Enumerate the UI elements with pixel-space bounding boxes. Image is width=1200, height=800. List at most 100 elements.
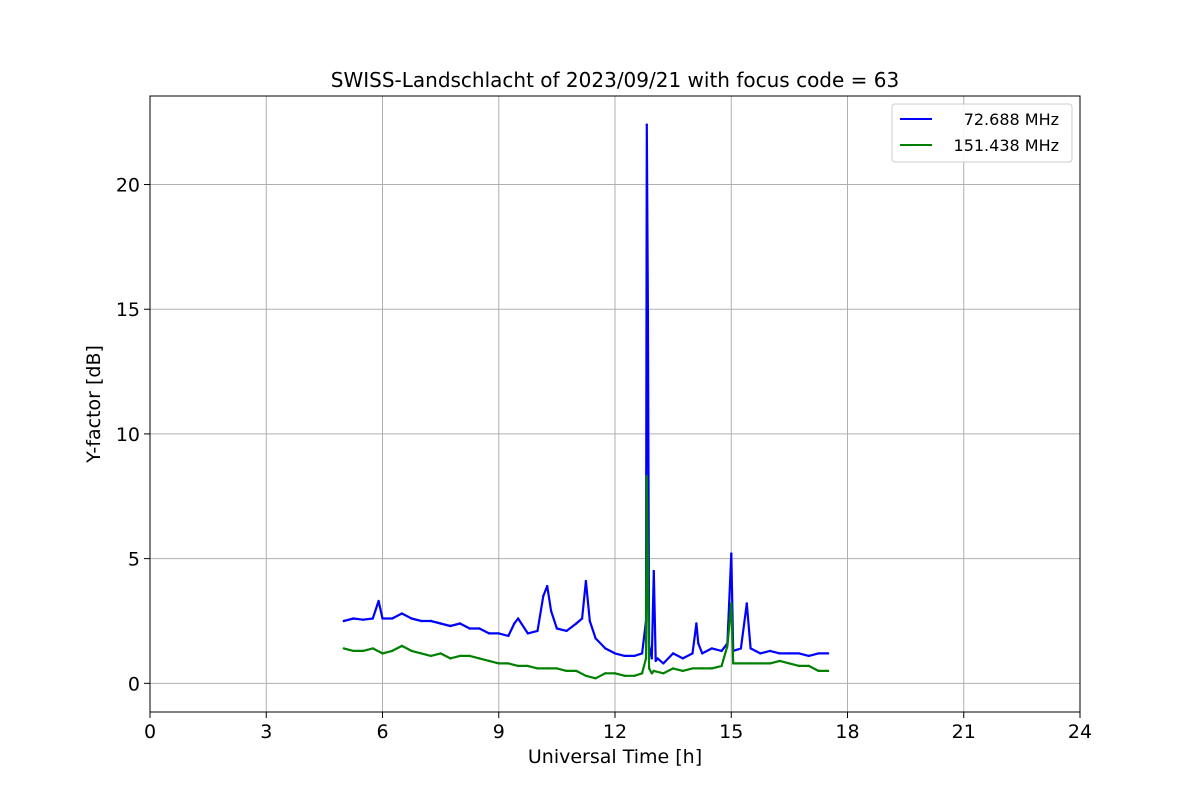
data-point [788, 652, 791, 655]
data-point [720, 649, 723, 653]
data-point [580, 617, 584, 620]
data-point [701, 667, 704, 670]
data-point [646, 308, 650, 311]
legend: 72.688 MHz 151.438 MHz [891, 103, 1073, 163]
legend-label: 151.438 MHz [954, 136, 1059, 155]
y-tick-label: 15 [116, 299, 140, 321]
x-tick-label: 21 [952, 721, 976, 743]
data-point [420, 652, 423, 655]
data-point [644, 657, 648, 660]
x-tick-label: 12 [603, 721, 627, 743]
y-tick-label: 10 [116, 424, 140, 446]
data-point [650, 672, 653, 675]
data-point [691, 667, 694, 670]
data-point [681, 657, 684, 660]
data-point [429, 654, 433, 658]
data-point [342, 647, 345, 650]
x-axis-title: Universal Time [h] [528, 746, 702, 768]
data-point [371, 617, 374, 620]
data-point [662, 672, 665, 675]
data-point [768, 649, 772, 653]
data-point [797, 664, 801, 668]
data-point [645, 123, 648, 126]
data-point [381, 652, 384, 655]
data-point [645, 475, 648, 478]
data-point [584, 674, 588, 677]
data-point [513, 622, 516, 625]
data-point [745, 602, 748, 605]
data-point [604, 672, 607, 675]
data-point [555, 627, 559, 630]
data-point [604, 647, 607, 650]
data-point [797, 652, 801, 655]
data-point [623, 674, 626, 677]
data-point [439, 652, 442, 655]
data-point [613, 652, 617, 655]
data-point [371, 647, 374, 650]
data-point [449, 657, 452, 660]
data-point [826, 652, 830, 655]
data-point [671, 652, 675, 655]
data-point [468, 627, 471, 630]
data-point [633, 674, 636, 677]
data-point [739, 647, 743, 650]
data-point [730, 602, 733, 605]
data-point [652, 669, 655, 673]
data-point [391, 649, 394, 653]
data-point [671, 667, 675, 670]
y-axis-title: Y-factor [dB] [83, 345, 105, 464]
data-point [594, 637, 597, 640]
data-point [613, 672, 617, 675]
data-point [377, 599, 380, 603]
data-point [623, 654, 626, 658]
data-point [730, 552, 733, 555]
data-point [701, 652, 704, 655]
data-point [759, 662, 762, 665]
data-point [342, 619, 345, 623]
data-point [654, 659, 657, 663]
data-point [817, 669, 820, 673]
data-point [497, 662, 500, 665]
data-point [542, 594, 545, 598]
data-point [526, 664, 529, 668]
data-point [497, 632, 500, 635]
data-point [352, 649, 355, 653]
y-tick-label: 0 [128, 673, 140, 695]
ticks: 0 3 6 9 12 15 18 21 24 0 5 10 15 20 [116, 175, 1092, 743]
data-point [720, 664, 723, 668]
data-point [656, 657, 659, 660]
data-point [575, 669, 578, 673]
data-point [449, 624, 452, 628]
data-point [478, 627, 481, 630]
data-point [739, 662, 743, 665]
data-point [650, 657, 653, 660]
data-point [778, 652, 781, 655]
data-point [759, 652, 762, 655]
data-point [640, 652, 644, 655]
data-point [468, 654, 471, 658]
series-2 [342, 475, 830, 680]
x-tick-label: 24 [1068, 721, 1092, 743]
y-tick-label: 5 [128, 549, 140, 571]
data-point [507, 634, 510, 638]
x-tick-label: 3 [260, 721, 272, 743]
data-point [516, 617, 520, 620]
data-point [710, 667, 714, 670]
data-point [410, 617, 413, 620]
data-point [546, 584, 549, 588]
data-point [381, 617, 384, 620]
data-point [352, 617, 355, 620]
plot-area [342, 123, 830, 680]
data-point [439, 622, 442, 625]
data-point [565, 669, 568, 673]
chart-title: SWISS-Landschlacht of 2023/09/21 with fo… [331, 68, 899, 92]
x-tick-label: 9 [493, 721, 505, 743]
legend-label: 72.688 MHz [964, 110, 1059, 129]
x-tick-label: 0 [144, 721, 156, 743]
data-point [516, 664, 520, 668]
data-point [526, 632, 529, 635]
data-point [768, 662, 772, 665]
data-point [662, 662, 665, 665]
data-point [584, 579, 588, 583]
data-point [588, 619, 591, 623]
